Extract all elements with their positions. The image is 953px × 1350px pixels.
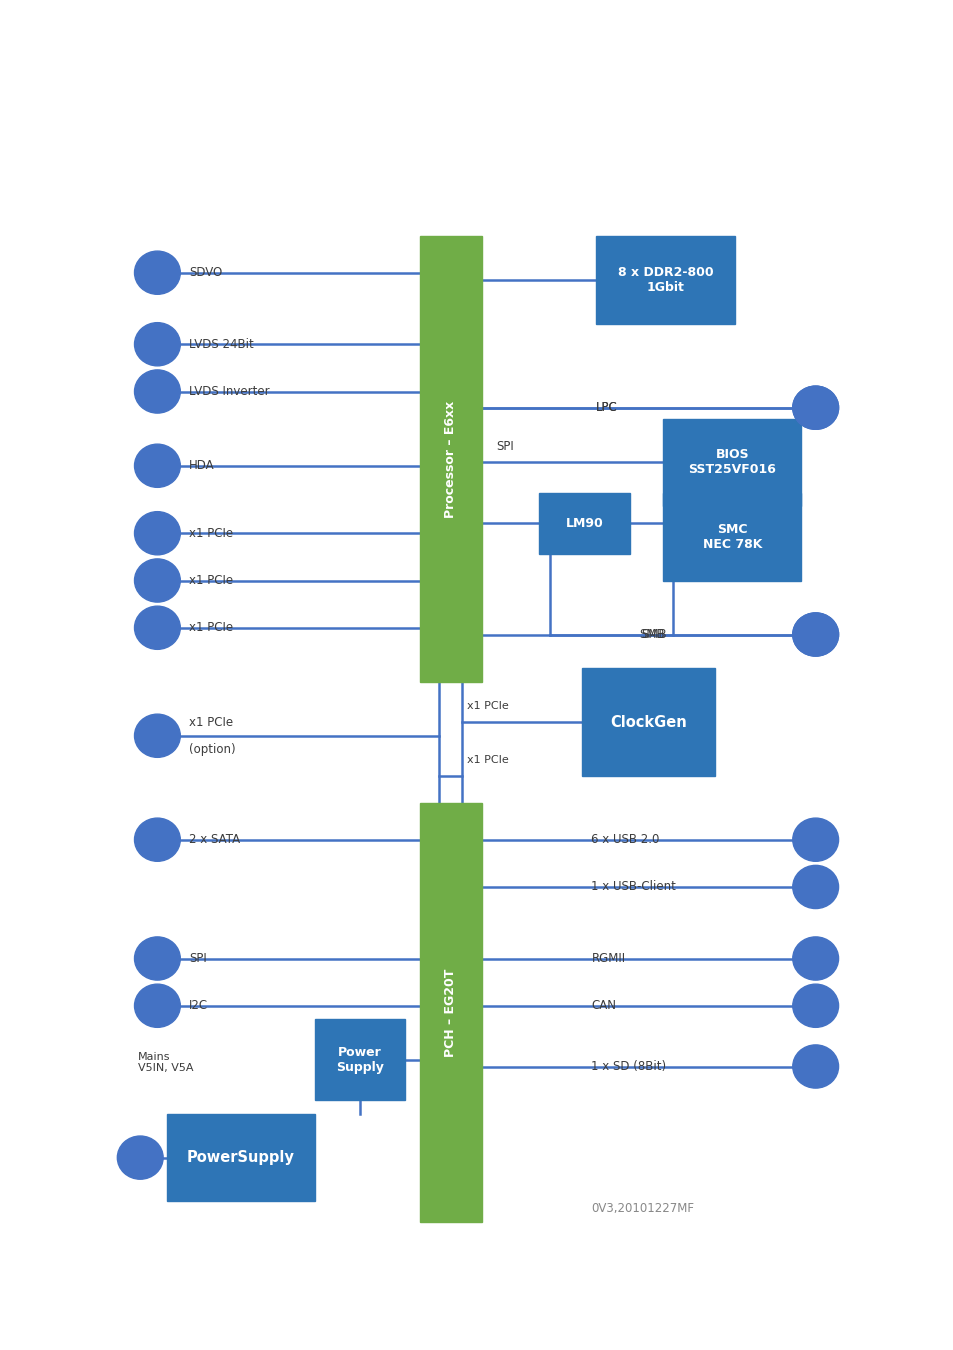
Ellipse shape xyxy=(792,984,838,1027)
Text: LVDS Inverter: LVDS Inverter xyxy=(189,385,270,398)
Ellipse shape xyxy=(134,606,180,649)
Ellipse shape xyxy=(134,714,180,757)
Text: x1 PCIe: x1 PCIe xyxy=(189,716,233,729)
Text: SMB: SMB xyxy=(640,628,666,641)
Text: Processor – E6xx: Processor – E6xx xyxy=(444,401,456,517)
Text: x1 PCIe: x1 PCIe xyxy=(189,574,233,587)
Text: PCH – EG20T: PCH – EG20T xyxy=(444,968,456,1057)
Text: Power
Supply: Power Supply xyxy=(335,1046,384,1073)
Text: SPI: SPI xyxy=(496,440,514,452)
Text: (option): (option) xyxy=(189,743,235,756)
Ellipse shape xyxy=(792,386,838,429)
Text: SMB: SMB xyxy=(639,628,664,641)
Text: x1 PCIe: x1 PCIe xyxy=(467,701,508,711)
Text: 6 x USB 2.0: 6 x USB 2.0 xyxy=(591,833,659,846)
Text: x1 PCIe: x1 PCIe xyxy=(189,621,233,634)
Ellipse shape xyxy=(792,386,838,429)
Ellipse shape xyxy=(134,984,180,1027)
Text: SPI: SPI xyxy=(189,952,207,965)
FancyBboxPatch shape xyxy=(538,493,629,554)
Ellipse shape xyxy=(792,613,838,656)
Text: LM90: LM90 xyxy=(565,517,602,529)
Text: 2 x SATA: 2 x SATA xyxy=(189,833,240,846)
FancyBboxPatch shape xyxy=(662,418,801,506)
Text: CAN: CAN xyxy=(591,999,616,1012)
FancyBboxPatch shape xyxy=(419,236,481,682)
Text: 1 x USB-Client: 1 x USB-Client xyxy=(591,880,676,894)
FancyBboxPatch shape xyxy=(581,668,715,776)
Ellipse shape xyxy=(134,251,180,294)
FancyBboxPatch shape xyxy=(596,236,734,324)
Text: SMC
NEC 78K: SMC NEC 78K xyxy=(701,522,761,551)
Text: LVDS 24Bit: LVDS 24Bit xyxy=(189,338,253,351)
Ellipse shape xyxy=(134,444,180,487)
Text: LPC: LPC xyxy=(596,401,618,414)
Ellipse shape xyxy=(792,937,838,980)
Text: x1 PCIe: x1 PCIe xyxy=(189,526,233,540)
Text: 0V3,20101227MF: 0V3,20101227MF xyxy=(591,1202,694,1215)
Ellipse shape xyxy=(792,1045,838,1088)
Text: PowerSupply: PowerSupply xyxy=(187,1150,294,1165)
Text: Mains
V5IN, V5A: Mains V5IN, V5A xyxy=(138,1052,193,1073)
Ellipse shape xyxy=(134,559,180,602)
Ellipse shape xyxy=(117,1137,163,1180)
Text: BIOS
SST25VF016: BIOS SST25VF016 xyxy=(687,448,776,477)
FancyBboxPatch shape xyxy=(314,1019,405,1100)
Ellipse shape xyxy=(134,370,180,413)
Text: 1 x SD (8Bit): 1 x SD (8Bit) xyxy=(591,1060,666,1073)
FancyBboxPatch shape xyxy=(662,493,801,580)
Ellipse shape xyxy=(792,613,838,656)
Ellipse shape xyxy=(792,865,838,909)
Ellipse shape xyxy=(134,323,180,366)
Text: I2C: I2C xyxy=(189,999,208,1012)
Text: 8 x DDR2-800
1Gbit: 8 x DDR2-800 1Gbit xyxy=(617,266,713,294)
Text: SDVO: SDVO xyxy=(189,266,222,279)
Text: LPC: LPC xyxy=(596,401,618,414)
Ellipse shape xyxy=(134,512,180,555)
Text: ClockGen: ClockGen xyxy=(610,714,686,730)
Ellipse shape xyxy=(134,937,180,980)
Text: RGMII: RGMII xyxy=(591,952,625,965)
Ellipse shape xyxy=(792,818,838,861)
FancyBboxPatch shape xyxy=(419,803,481,1222)
FancyBboxPatch shape xyxy=(167,1114,314,1202)
Text: HDA: HDA xyxy=(189,459,214,472)
Text: x1 PCIe: x1 PCIe xyxy=(467,755,508,765)
Ellipse shape xyxy=(134,818,180,861)
